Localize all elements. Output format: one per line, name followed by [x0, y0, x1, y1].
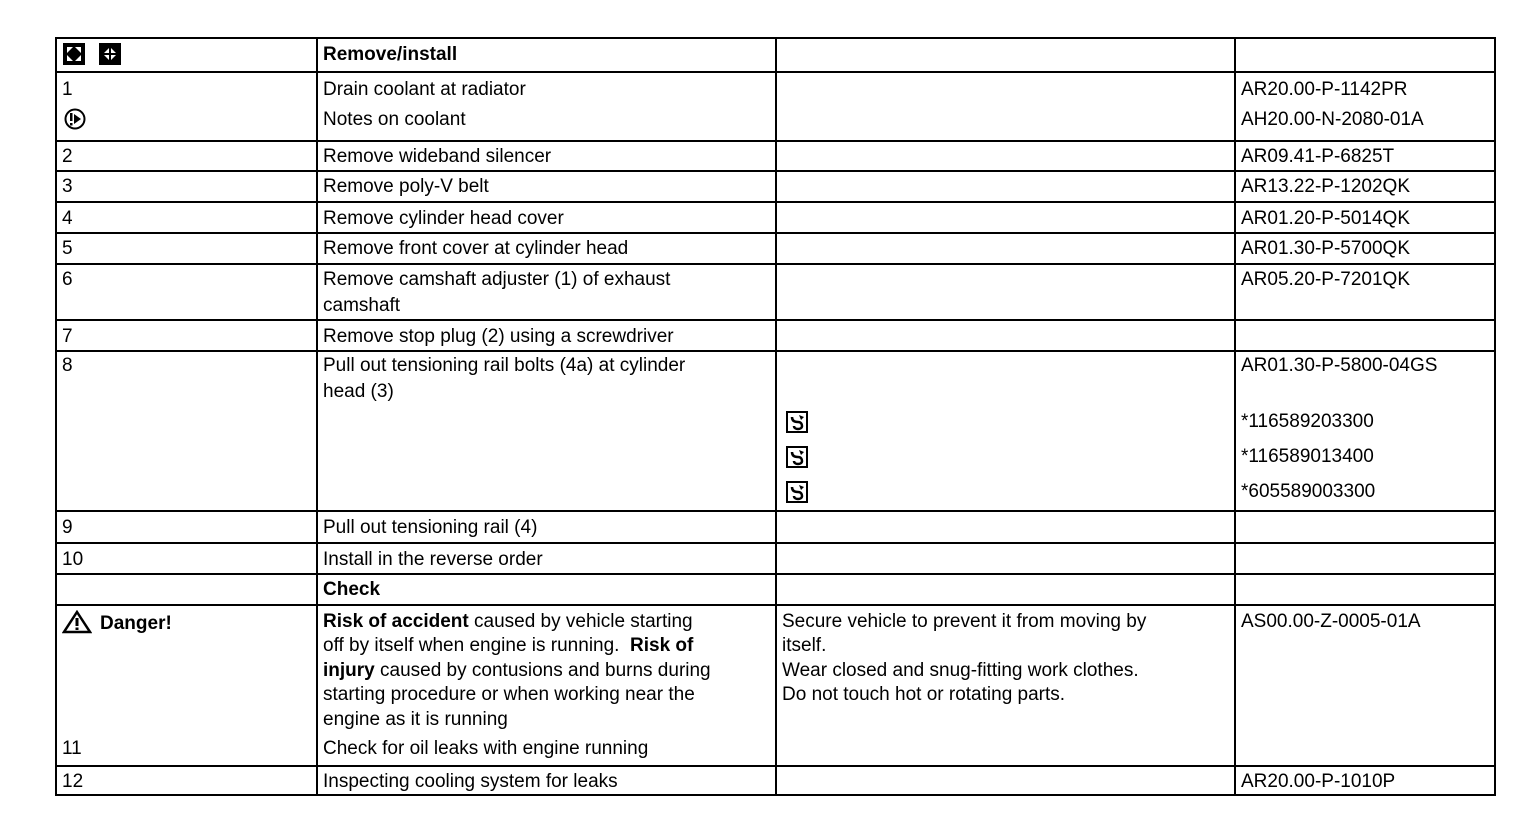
step-number: 10: [62, 549, 84, 570]
danger-label: Danger!: [100, 613, 172, 634]
step-text: Pull out tensioning rail (4): [323, 517, 538, 538]
expand-icon[interactable]: [63, 43, 85, 65]
step-number: 6: [62, 269, 73, 290]
step-text: Remove front cover at cylinder head: [323, 238, 629, 259]
column-divider: [1234, 39, 1236, 794]
risk-title: Risk of accident: [323, 611, 469, 632]
column-divider: [775, 39, 777, 794]
step-text: Remove cylinder head cover: [323, 208, 564, 229]
safety-measure: Secure vehicle to prevent it from moving…: [782, 611, 1147, 632]
step-number: 2: [62, 146, 73, 167]
special-tool-icon[interactable]: [786, 446, 808, 468]
procedure-table: Remove/install 1 Drain coolant at radiat…: [55, 37, 1496, 796]
reference-link[interactable]: AS00.00-Z-0005-01A: [1241, 611, 1421, 632]
risk-text: engine as it is running: [323, 709, 508, 730]
reference-link[interactable]: AR05.20-P-7201QK: [1241, 269, 1410, 290]
safety-measure: itself.: [782, 635, 827, 656]
risk-text: off by itself when engine is running.: [323, 635, 620, 656]
step-text: head (3): [323, 381, 394, 402]
step-text: Remove camshaft adjuster (1) of exhaust: [323, 269, 671, 290]
tool-number[interactable]: *116589013400: [1241, 446, 1374, 467]
step-text: Remove wideband silencer: [323, 146, 552, 167]
step-number: 9: [62, 517, 73, 538]
step-text: Remove poly-V belt: [323, 176, 489, 197]
notes-icon[interactable]: [64, 108, 86, 138]
reference-link[interactable]: AR01.20-P-5014QK: [1241, 208, 1410, 229]
step-number: 7: [62, 326, 73, 347]
risk-text: caused by vehicle starting: [468, 611, 693, 632]
step-text: Pull out tensioning rail bolts (4a) at c…: [323, 355, 686, 376]
reference-link[interactable]: AR13.22-P-1202QK: [1241, 176, 1410, 197]
tool-number[interactable]: *605589003300: [1241, 481, 1376, 502]
reference-link[interactable]: AR20.00-P-1010P: [1241, 771, 1396, 792]
danger-row: Danger! Risk of accident caused by vehic…: [57, 606, 1494, 767]
step-number: 4: [62, 208, 73, 229]
table-row: 12 Inspecting cooling system for leaks A…: [57, 767, 1494, 796]
step-number: 3: [62, 176, 73, 197]
column-divider: [316, 39, 318, 794]
table-row: 8 Pull out tensioning rail bolts (4a) at…: [57, 352, 1494, 512]
reference-link[interactable]: AH20.00-N-2080-01A: [1241, 109, 1424, 130]
section-title-check: Check: [323, 579, 381, 600]
reference-link[interactable]: AR01.30-P-5700QK: [1241, 238, 1410, 259]
step-number: 5: [62, 238, 73, 259]
collapse-icon[interactable]: [99, 43, 121, 65]
safety-measure: Do not touch hot or rotating parts.: [782, 684, 1066, 705]
special-tool-icon[interactable]: [786, 411, 808, 433]
risk-text: starting procedure or when working near …: [323, 684, 695, 705]
warning-triangle-icon: [61, 609, 93, 642]
step-number: 12: [62, 771, 84, 792]
reference-link[interactable]: AR20.00-P-1142PR: [1241, 79, 1408, 100]
step-text: Drain coolant at radiator: [323, 79, 526, 100]
notes-link[interactable]: Notes on coolant: [323, 109, 466, 130]
risk-text: caused by contusions and burns during: [374, 660, 711, 681]
step-number: 1: [62, 79, 73, 100]
step-text: Remove stop plug (2) using a screwdriver: [323, 326, 674, 347]
reference-link[interactable]: AR01.30-P-5800-04GS: [1241, 355, 1438, 376]
step-text: Inspecting cooling system for leaks: [323, 771, 618, 792]
tool-number[interactable]: *116589203300: [1241, 411, 1374, 432]
safety-measure: Wear closed and snug-fitting work clothe…: [782, 660, 1139, 681]
special-tool-icon[interactable]: [786, 481, 808, 503]
step-number: 8: [62, 355, 73, 376]
section-title-remove-install: Remove/install: [323, 44, 458, 65]
step-text: camshaft: [323, 295, 401, 316]
risk-title: injury: [323, 660, 375, 681]
step-number: 11: [62, 738, 82, 759]
step-text: Check for oil leaks with engine running: [323, 738, 649, 759]
risk-title: Risk of: [630, 635, 694, 656]
reference-link[interactable]: AR09.41-P-6825T: [1241, 146, 1395, 167]
step-text: Install in the reverse order: [323, 549, 543, 570]
